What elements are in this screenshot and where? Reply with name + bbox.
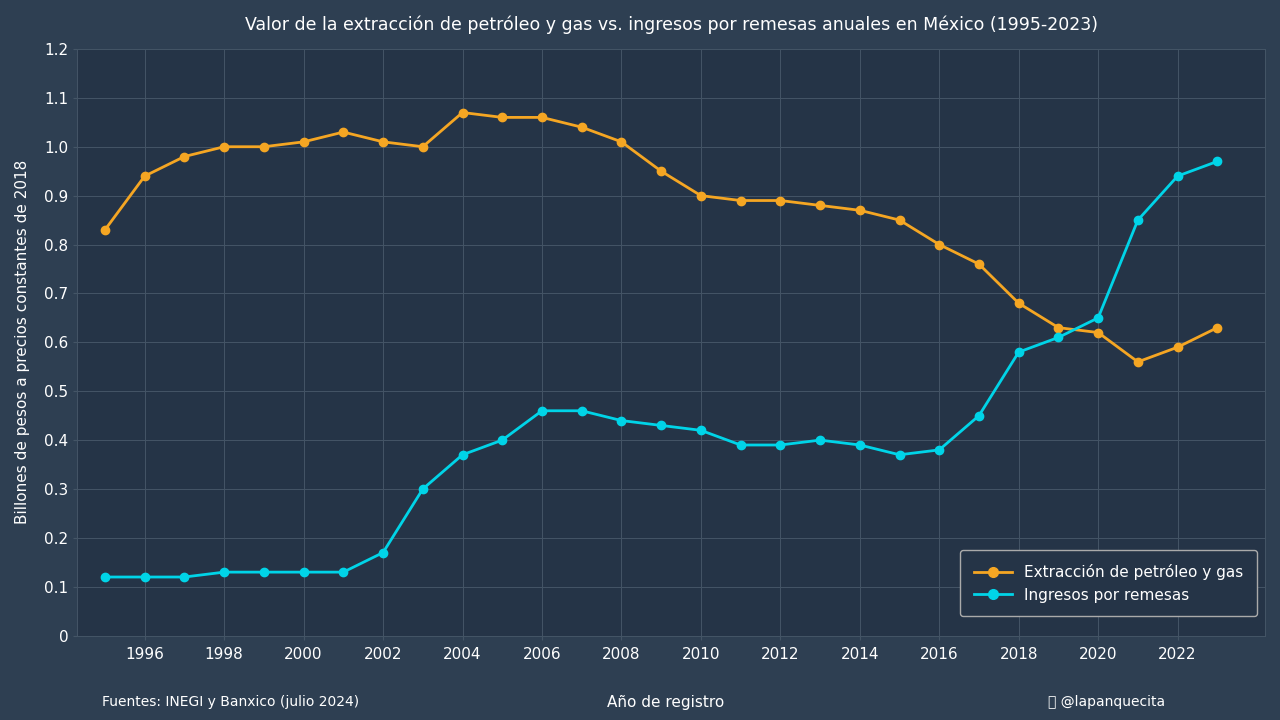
Text: 🧁 @lapanquecita: 🧁 @lapanquecita	[1047, 695, 1165, 709]
Text: Fuentes: INEGI y Banxico (julio 2024): Fuentes: INEGI y Banxico (julio 2024)	[102, 695, 360, 709]
Legend: Extracción de petróleo y gas, Ingresos por remesas: Extracción de petróleo y gas, Ingresos p…	[960, 550, 1257, 616]
Title: Valor de la extracción de petróleo y gas vs. ingresos por remesas anuales en Méx: Valor de la extracción de petróleo y gas…	[244, 15, 1097, 34]
Y-axis label: Billones de pesos a precios constantes de 2018: Billones de pesos a precios constantes d…	[15, 160, 29, 524]
Text: Año de registro: Año de registro	[607, 695, 724, 709]
